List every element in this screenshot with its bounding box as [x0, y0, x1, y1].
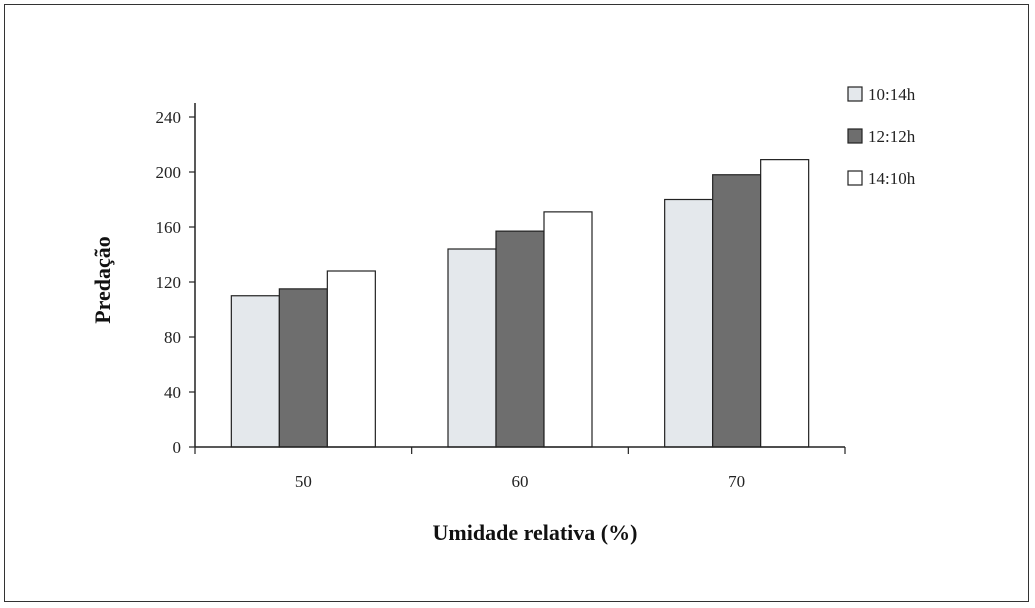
- x-ticks-group: 50 60 70: [194, 447, 846, 491]
- bar-10-14h-70: [664, 198, 714, 448]
- legend-swatch-10-14h: [847, 86, 863, 102]
- legend-swatch-14-10h: [847, 170, 863, 186]
- x-tick-label: 50: [295, 472, 312, 491]
- y-tick-label: 120: [156, 273, 182, 292]
- y-tick-label: 160: [156, 218, 182, 237]
- bar-12-12h-70: [712, 174, 762, 448]
- bar-14-10h-60: [543, 211, 593, 448]
- y-ticks-group: 0 40 80 120 160 200 240: [156, 108, 195, 457]
- legend-label: 14:10h: [868, 169, 916, 188]
- x-tick-label: 70: [728, 472, 745, 491]
- bars-group: [230, 159, 810, 448]
- bar-12-12h-50: [278, 288, 328, 448]
- y-axis-title: Predação: [90, 236, 115, 324]
- axes-group: [194, 103, 845, 448]
- y-tick-label: 200: [156, 163, 182, 182]
- bar-10-14h-60: [447, 248, 497, 448]
- legend-label: 12:12h: [868, 127, 916, 146]
- bar-12-12h-60: [495, 230, 545, 448]
- x-axis-title: Umidade relativa (%): [433, 520, 638, 545]
- y-tick-label: 40: [164, 383, 181, 402]
- y-tick-label: 240: [156, 108, 182, 127]
- legend-swatch-12-12h: [847, 128, 863, 144]
- legend: 10:14h 12:12h 14:10h: [847, 85, 916, 188]
- legend-label: 10:14h: [868, 85, 916, 104]
- y-tick-label: 80: [164, 328, 181, 347]
- bar-14-10h-70: [760, 159, 810, 448]
- x-tick-label: 60: [512, 472, 529, 491]
- bar-14-10h-50: [326, 270, 376, 448]
- y-tick-label: 0: [173, 438, 182, 457]
- bar-10-14h-50: [230, 295, 280, 448]
